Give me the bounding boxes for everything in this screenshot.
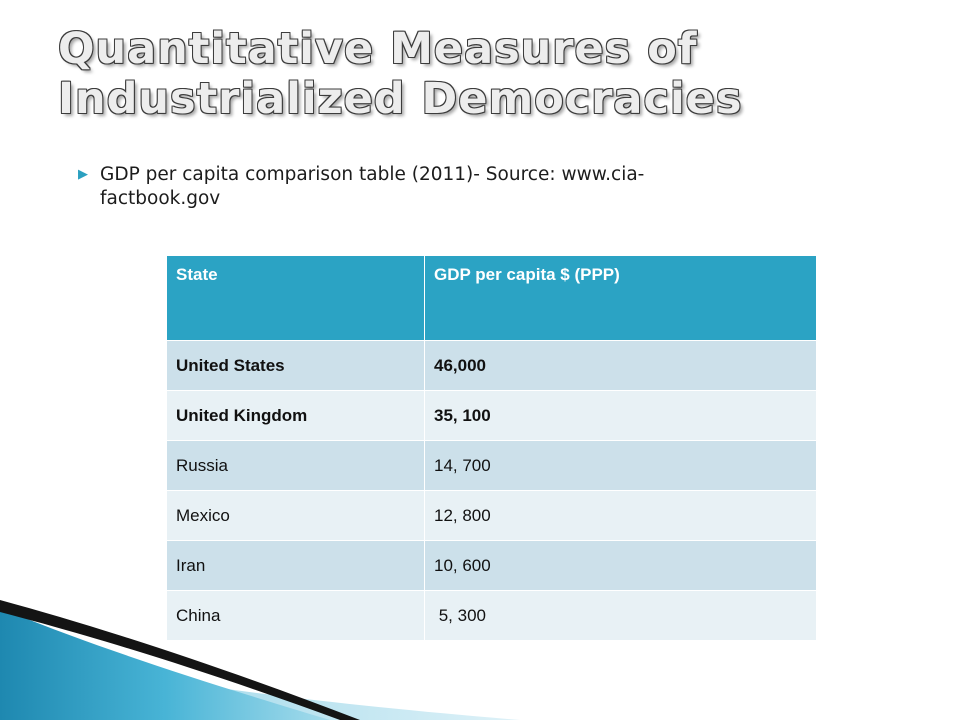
gdp-value: 5, 300 — [434, 605, 486, 625]
slide-title-line-1: Quantitative Measures of — [58, 24, 698, 74]
gdp-value: 14, 700 — [434, 455, 491, 475]
gdp-cell: 10, 600 — [424, 540, 817, 591]
gdp-cell: 46,000 — [424, 340, 817, 391]
decorative-swoosh — [0, 600, 520, 720]
state-cell: Mexico — [166, 490, 425, 541]
table-row: United Kingdom 35, 100 — [166, 390, 817, 441]
gdp-value: 12, 800 — [434, 505, 491, 525]
header-gdp: GDP per capita $ (PPP) — [424, 255, 817, 341]
header-state: State — [166, 255, 425, 341]
state-cell: Iran — [166, 540, 425, 591]
state-cell: Russia — [166, 440, 425, 491]
gdp-cell: 5, 300 — [424, 590, 817, 641]
gdp-cell: 14, 700 — [424, 440, 817, 491]
table-row: Mexico 12, 800 — [166, 490, 817, 541]
gdp-value: 10, 600 — [434, 555, 491, 575]
gdp-value: 35, 100 — [434, 405, 491, 425]
table-row: Iran 10, 600 — [166, 540, 817, 591]
table-row: United States 46,000 — [166, 340, 817, 391]
table-row: Russia 14, 700 — [166, 440, 817, 491]
table-header-row: State GDP per capita $ (PPP) — [166, 255, 817, 341]
gdp-table: State GDP per capita $ (PPP) United Stat… — [166, 255, 817, 641]
slide-title: Quantitative Measures of Industrialized … — [58, 24, 918, 124]
triangle-bullet-icon: ▶ — [78, 167, 88, 182]
state-cell: United Kingdom — [166, 390, 425, 441]
swoosh-blue-band — [0, 608, 330, 720]
bullet-text-line-2: factbook.gov — [100, 188, 221, 209]
bullet-point: ▶ GDP per capita comparison table (2011)… — [78, 163, 858, 211]
bullet-text: GDP per capita comparison table (2011)- … — [100, 163, 858, 211]
bullet-text-line-1: GDP per capita comparison table (2011)- … — [100, 164, 645, 185]
table-row: China 5, 300 — [166, 590, 817, 641]
gdp-cell: 12, 800 — [424, 490, 817, 541]
swoosh-dark-line — [0, 600, 360, 720]
gdp-value: 46,000 — [434, 355, 486, 375]
state-cell: China — [166, 590, 425, 641]
slide-title-line-2: Industrialized Democracies — [58, 74, 743, 124]
gdp-cell: 35, 100 — [424, 390, 817, 441]
state-cell: United States — [166, 340, 425, 391]
